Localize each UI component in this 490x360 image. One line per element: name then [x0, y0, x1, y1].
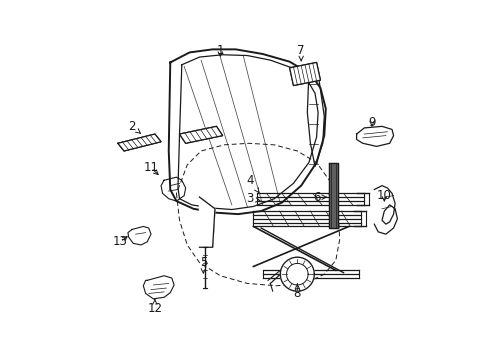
Text: 4: 4	[246, 174, 259, 193]
Text: 11: 11	[144, 161, 159, 175]
Text: 3: 3	[246, 192, 260, 205]
Polygon shape	[280, 257, 314, 291]
Text: 5: 5	[200, 256, 207, 273]
Text: 10: 10	[377, 189, 392, 202]
Text: 9: 9	[368, 116, 376, 129]
Text: 1: 1	[217, 44, 224, 57]
Polygon shape	[143, 276, 174, 299]
Polygon shape	[357, 126, 393, 147]
Polygon shape	[199, 197, 215, 247]
Text: 8: 8	[294, 284, 301, 300]
Text: 2: 2	[128, 120, 141, 134]
Text: 6: 6	[313, 191, 326, 204]
Polygon shape	[329, 163, 338, 228]
Polygon shape	[290, 62, 320, 86]
Polygon shape	[128, 226, 151, 245]
Text: 7: 7	[297, 44, 305, 61]
Polygon shape	[179, 126, 222, 143]
Text: 13: 13	[113, 235, 128, 248]
Text: 12: 12	[147, 300, 162, 315]
Polygon shape	[374, 186, 397, 234]
Polygon shape	[118, 134, 161, 151]
